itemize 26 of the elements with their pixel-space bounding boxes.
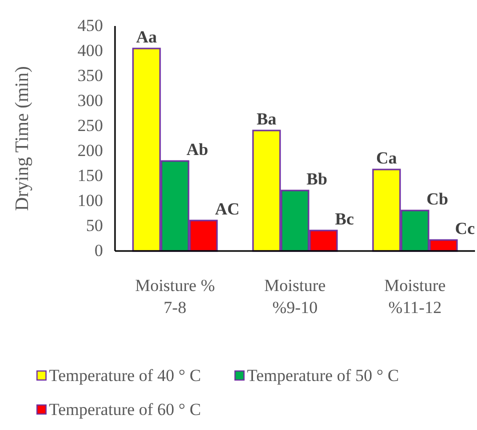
y-tick-label: 0 bbox=[94, 241, 103, 260]
annotation: Ab bbox=[186, 140, 208, 159]
y-tick-label: 400 bbox=[78, 41, 103, 60]
x-tick-label: Moisture %11-12 bbox=[384, 276, 446, 317]
y-tick-label: 100 bbox=[78, 191, 103, 210]
x-tick-label: Moisture %9-10 bbox=[264, 276, 326, 317]
y-tick-label: 50 bbox=[86, 216, 103, 235]
annotation: AC bbox=[215, 200, 240, 218]
annotation: Aa bbox=[136, 28, 158, 46]
y-tick-label: 250 bbox=[78, 116, 103, 135]
annotation: Ba bbox=[256, 110, 277, 128]
annotation: Cb bbox=[426, 190, 448, 208]
y-tick-label: 450 bbox=[78, 16, 103, 35]
annotation: Bc bbox=[335, 210, 354, 228]
legend-label: Temperature of 40 ° C bbox=[49, 366, 201, 385]
y-tick-label: 350 bbox=[78, 66, 103, 85]
legend-label: Temperature of 50 ° C bbox=[247, 366, 399, 385]
y-tick-label: 200 bbox=[78, 141, 103, 160]
legend-label: Temperature of 60 ° C bbox=[49, 400, 201, 419]
annotation: Cc bbox=[455, 219, 476, 238]
x-tick-label: Moisture % 7-8 bbox=[135, 276, 215, 317]
y-tick-label: 300 bbox=[78, 91, 103, 110]
y-axis-title: Drying Time (min) bbox=[12, 66, 33, 211]
y-tick-label: 150 bbox=[78, 166, 103, 185]
annotation: Bb bbox=[306, 170, 328, 188]
annotation: Ca bbox=[376, 148, 398, 168]
